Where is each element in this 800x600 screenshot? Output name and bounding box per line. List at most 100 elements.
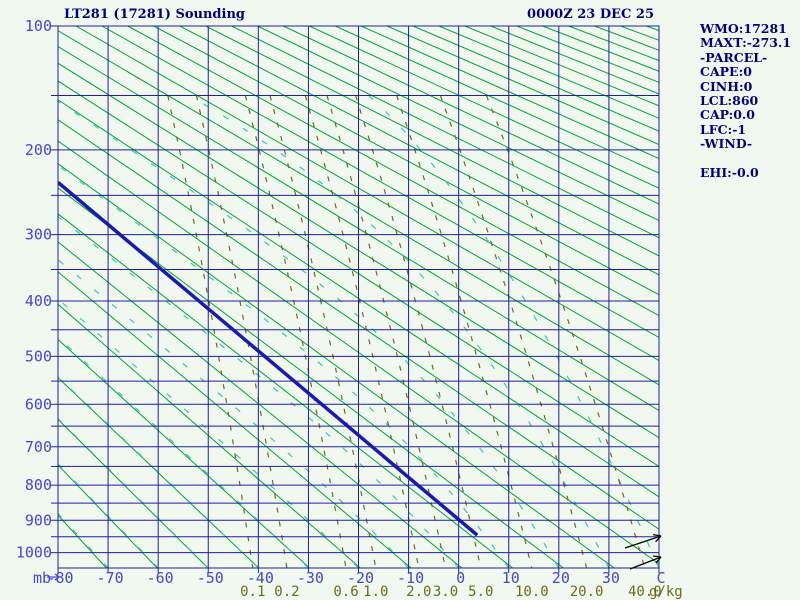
temperature-tick-label: 10 [502,569,520,587]
dry-adiabat-line [620,26,659,41]
pressure-unit-label: mb [33,569,51,587]
pressure-tick-label: 300 [25,226,52,244]
pressure-tick-label: 600 [25,395,52,413]
dry-adiabat-line [58,140,659,565]
dry-adiabat-line [101,26,659,339]
mixing-ratio-line [485,95,646,568]
dry-adiabat-line [490,26,659,95]
temperature-tick-label: -20 [347,569,374,587]
dry-adiabat-line [58,418,209,568]
mixing-ratio-label: 2.0 [406,584,431,600]
info-line: LFC:-1 [700,121,747,137]
pressure-tick-label: 200 [25,141,52,159]
mixing-ratio-label: 20.0 [570,584,604,600]
moist-adiabat-line [58,100,560,568]
dry-adiabat-line [58,187,564,568]
temperature-tick-label: -40 [247,569,274,587]
mixing-ratio-unit-label: g/kg [649,584,683,600]
dry-adiabat-line [360,26,659,160]
dry-adiabat-line [438,26,659,119]
dry-adiabat-line [58,30,659,386]
dry-adiabat-line [205,26,659,257]
mixing-ratio-label: 0.6 [333,584,358,600]
dry-adiabat-line [309,26,659,189]
dry-adiabat-line [283,26,659,205]
info-line: CINH:0 [700,78,753,94]
dry-adiabat-line [542,26,659,72]
temperature-tick-label: -80 [46,569,73,587]
moist-adiabat-line [58,417,209,568]
mixing-ratio-label: 0.2 [274,584,299,600]
chart-title: LT281 (17281) Sounding [64,7,246,22]
dry-adiabat-line [58,45,659,412]
temperature-unit-label: C [656,569,665,587]
info-line: LCL:860 [700,93,759,109]
moist-adiabat-line [58,164,510,568]
moist-adiabats [58,94,659,568]
chart-datetime: 0000Z 23 DEC 25 [527,7,654,22]
mixing-ratio-label: 5.0 [468,584,493,600]
dry-adiabat-line [127,26,659,317]
temperature-tick-label: 0 [456,569,465,587]
mixing-ratio-line [304,95,420,568]
dry-adiabat-line [153,26,659,296]
dry-adiabat-line [335,26,659,174]
moist-adiabat-line [188,94,610,568]
temperature-tick-label: -70 [97,569,124,587]
dry-adiabat-line [75,26,659,362]
info-line: CAPE:0 [700,64,752,80]
moist-adiabat-line [58,336,309,568]
moist-adiabat-line [58,259,410,568]
mixing-ratio-lines [167,95,646,568]
moist-adiabat-line [58,298,359,568]
pressure-tick-label: 100 [25,17,52,35]
mixing-ratio-label: 40.0 [628,584,662,600]
temperature-tick-label: -30 [297,569,324,587]
mixing-ratio-label: 0.1 [240,584,265,600]
pressure-tick-label: 900 [25,511,52,529]
mixing-ratio-label: 1.0 [363,584,388,600]
moist-adiabat-line [58,215,460,568]
dry-adiabat-line [58,464,158,568]
pressure-tick-label: 700 [25,438,52,456]
info-line: -WIND- [700,136,753,152]
info-panel: WMO:17281 MAXT:-273.1 -PARCEL- CAPE:0 CINH:0… [700,21,800,181]
dry-adiabat-line [386,26,659,146]
axis-arrow-icon [47,573,60,581]
dry-adiabat-line [58,213,513,568]
pressure-tick-label: 500 [25,347,52,365]
dry-adiabat-line [58,338,310,568]
dry-adiabat-line [58,163,615,568]
info-line: MAXT:-273.1 [700,35,792,51]
dry-adiabat-line [179,26,659,276]
wind-arrow [629,555,662,570]
dry-adiabat-line [58,514,107,568]
dry-adiabat-line [58,62,659,439]
dry-adiabat-line [257,26,659,222]
temperature-tick-label: 20 [552,569,570,587]
dry-adiabats [58,26,659,568]
moist-adiabat-line [58,567,59,568]
dry-adiabat-line [646,26,659,32]
mixing-ratio-line [269,95,377,568]
dry-adiabat-line [58,271,412,568]
dry-adiabat-line [58,303,361,568]
pressure-tick-label: 400 [25,292,52,310]
mixing-ratio-label: 10.0 [515,584,549,600]
pressure-tick-label: 800 [25,476,52,494]
temperature-tick-label: -60 [147,569,174,587]
info-line: -PARCEL- [700,49,768,65]
temperature-tick-label: 30 [602,569,620,587]
info-line: EHI:-0.0 [700,165,759,181]
pressure-tick-label: 1000 [16,544,52,562]
dry-adiabat-line [58,99,659,498]
info-line: WMO:17281 [700,21,787,36]
mixing-ratio-label: 3.0 [433,584,458,600]
mixing-ratio-line [244,95,347,568]
moist-adiabat-line [368,95,659,568]
temperature-tick-label: -50 [197,569,224,587]
dry-adiabat-line [412,26,659,132]
grid [51,25,660,573]
